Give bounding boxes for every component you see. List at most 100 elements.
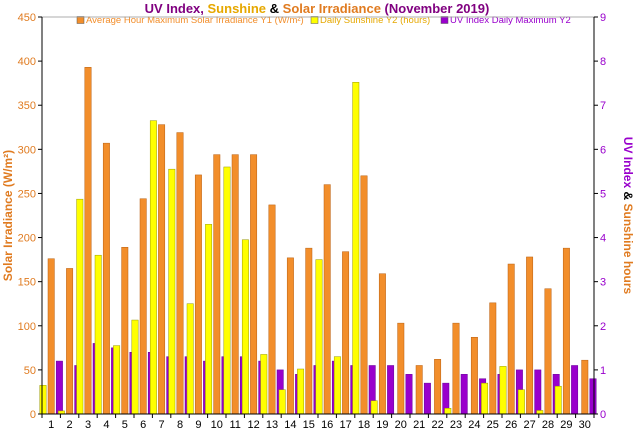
x-tick-label-22: 22 [431, 419, 443, 431]
y-axis-right-title-part-2: Sunshine hours [621, 204, 634, 295]
y-left-tick-label-250: 250 [18, 188, 36, 200]
bar-solar-9 [194, 174, 202, 415]
y-right-tick-label-9: 9 [600, 12, 606, 24]
legend-label-2: UV Index Daily Maximum Y2 [450, 15, 571, 26]
y-left-tick-label-0: 0 [30, 409, 36, 421]
bar-solar-29 [562, 247, 570, 415]
bar-solar-5 [121, 247, 129, 415]
bar-sunshine-18 [352, 82, 360, 415]
bar-solar-18 [360, 175, 368, 415]
title-part-5: (November 2019) [381, 1, 489, 16]
y-axis-left-title-text: Solar Irradiance (W/m²) [1, 150, 15, 281]
bar-sunshine-27 [517, 389, 525, 415]
y-right-tick-label-5: 5 [600, 188, 606, 200]
bar-sunshine-11 [223, 166, 231, 415]
legend-label-0: Average Hour Maximum Solar Irradiance Y1… [86, 15, 304, 26]
bar-sunshine-17 [333, 356, 341, 415]
bar-sunshine-19 [370, 400, 378, 415]
x-tick-label-28: 28 [542, 419, 554, 431]
x-tick-label-1: 1 [48, 419, 54, 431]
x-tick-label-8: 8 [177, 419, 183, 431]
bar-solar-27 [526, 256, 534, 415]
x-tick-label-27: 27 [523, 419, 535, 431]
bar-uv-21 [423, 382, 431, 415]
bar-uv-27 [534, 369, 542, 415]
x-tick-label-24: 24 [468, 419, 480, 431]
bar-solar-24 [470, 336, 478, 415]
y-left-tick-label-400: 400 [18, 56, 36, 68]
x-tick-label-17: 17 [339, 419, 351, 431]
bar-sunshine-13 [260, 354, 268, 415]
bar-sunshine-10 [205, 224, 213, 415]
x-tick-label-12: 12 [247, 419, 259, 431]
title-part-1: , [200, 1, 207, 16]
bar-solar-21 [415, 365, 423, 415]
y-right-tick-label-3: 3 [600, 277, 606, 289]
bars [39, 67, 597, 415]
bar-sunshine-26 [499, 366, 507, 415]
bar-sunshine-7 [149, 120, 157, 415]
x-tick-label-5: 5 [122, 419, 128, 431]
title-part-4: Solar Irradiance [283, 1, 381, 16]
legend-swatch-1 [310, 16, 319, 24]
bar-sunshine-23 [444, 408, 452, 415]
bar-solar-30 [581, 359, 589, 415]
bar-solar-10 [213, 154, 221, 415]
bar-sunshine-8 [168, 168, 176, 415]
legend-label-1: Daily Sunshine Y2 (hours) [320, 15, 430, 26]
bar-solar-1 [47, 258, 55, 415]
bar-solar-11 [231, 154, 239, 415]
bar-sunshine-28 [536, 410, 544, 415]
x-tick-label-23: 23 [450, 419, 462, 431]
bar-solar-3 [84, 67, 92, 415]
x-tick-label-19: 19 [376, 419, 388, 431]
y-right-tick-label-7: 7 [600, 100, 606, 112]
bar-solar-20 [397, 322, 405, 415]
bar-solar-12 [250, 154, 258, 415]
bar-sunshine-9 [186, 303, 194, 415]
y-right-tick-label-0: 0 [600, 409, 606, 421]
chart-legend: Average Hour Maximum Solar Irradiance Y1… [76, 15, 571, 26]
x-tick-label-29: 29 [560, 419, 572, 431]
bar-solar-19 [378, 273, 386, 415]
x-tick-label-6: 6 [140, 419, 146, 431]
y-axis-right-title-text: UV Index & Sunshine hours [621, 137, 634, 295]
bar-solar-25 [489, 302, 497, 415]
x-tick-label-4: 4 [103, 419, 109, 431]
x-tick-label-21: 21 [413, 419, 425, 431]
bar-solar-16 [323, 184, 331, 415]
y-left-tick-label-200: 200 [18, 233, 36, 245]
x-tick-label-9: 9 [195, 419, 201, 431]
x-tick-label-14: 14 [284, 419, 296, 431]
y-axis-right-title: UV Index & Sunshine hours [621, 137, 634, 295]
y-right-tick-label-2: 2 [600, 321, 606, 333]
bar-solar-4 [102, 142, 110, 415]
bar-sunshine-3 [76, 198, 84, 415]
bar-solar-6 [139, 198, 147, 415]
x-tick-label-3: 3 [85, 419, 91, 431]
bar-solar-7 [158, 124, 166, 415]
title-part-3: & [266, 1, 283, 16]
bar-sunshine-29 [554, 385, 562, 415]
bar-uv-19 [387, 365, 395, 415]
y-left-tick-label-300: 300 [18, 144, 36, 156]
y-right-tick-label-8: 8 [600, 56, 606, 68]
x-tick-label-2: 2 [67, 419, 73, 431]
bar-solar-14 [286, 257, 294, 415]
x-tick-label-30: 30 [579, 419, 591, 431]
bar-solar-22 [434, 359, 442, 415]
x-tick-label-13: 13 [266, 419, 278, 431]
bar-solar-28 [544, 288, 552, 415]
x-tick-label-11: 11 [229, 419, 240, 431]
bar-uv-30 [589, 378, 597, 415]
chart-title-text: UV Index, Sunshine & Solar Irradiance (N… [145, 1, 490, 16]
bar-sunshine-12 [241, 239, 249, 415]
x-tick-label-26: 26 [505, 419, 517, 431]
legend-swatch-2 [440, 16, 449, 24]
chart-title: UV Index, Sunshine & Solar Irradiance (N… [145, 1, 490, 16]
x-tick-label-20: 20 [395, 419, 407, 431]
y-right-tick-label-6: 6 [600, 144, 606, 156]
bar-solar-13 [268, 204, 276, 415]
